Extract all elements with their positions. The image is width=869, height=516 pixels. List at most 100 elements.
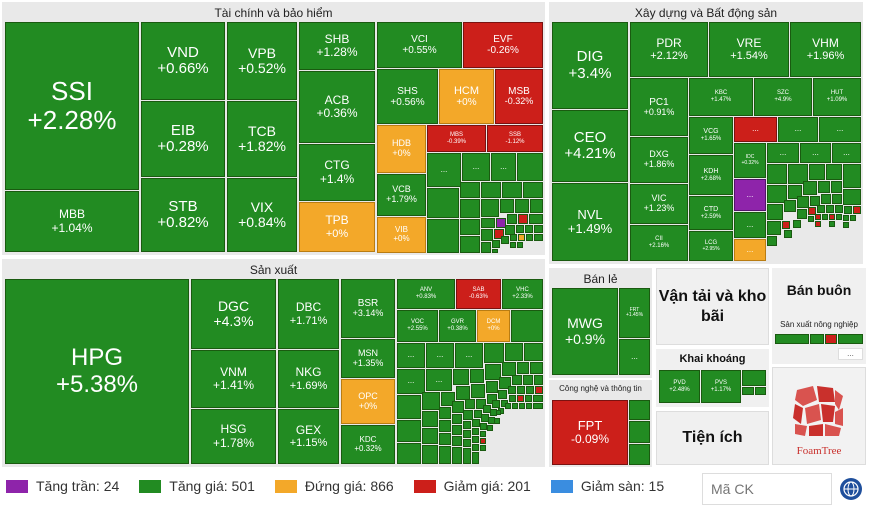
tile-wholesale-more[interactable]: ... [838,348,863,360]
mfg-small-tile[interactable] [480,438,486,444]
mfg-small-tile[interactable] [463,439,471,447]
re-small-tile[interactable] [810,196,820,206]
mfg-small-tile[interactable] [397,395,421,419]
mining-small-tile[interactable] [742,387,754,395]
wholesale-small-tile[interactable] [838,334,863,344]
mfg-small-tile[interactable] [512,375,522,385]
re-small-tile[interactable] [782,221,790,229]
tile-eib[interactable]: EIB +0.28% [141,101,225,177]
finance-small-tile[interactable] [517,153,543,181]
re-small-tile[interactable] [831,181,842,193]
tile-vnm[interactable]: VNM +1.41% [191,350,276,408]
tile-mfg-more-4[interactable]: ... [397,369,425,394]
finance-small-tile[interactable] [510,234,517,241]
mfg-small-tile[interactable] [525,395,532,402]
tile-hpg[interactable]: HPG +5.38% [5,279,189,464]
tile-acb[interactable]: ACB +0.36% [299,71,375,143]
re-small-tile[interactable] [829,221,835,227]
finance-small-tile[interactable] [481,218,495,228]
mfg-small-tile[interactable] [452,401,464,413]
mfg-small-tile[interactable] [533,395,543,402]
finance-small-tile[interactable] [460,236,480,253]
finance-small-tile[interactable] [518,234,525,241]
globe-icon[interactable] [840,478,862,500]
tile-frt[interactable]: FRT +1.45% [619,288,650,338]
legend-up[interactable]: Tăng giá: 501 [139,478,255,494]
tile-re-more-red[interactable]: ... [734,117,777,142]
mfg-small-tile[interactable] [509,395,516,402]
finance-small-tile[interactable] [523,182,543,198]
tile-pvd[interactable]: PVD +2.48% [659,370,700,403]
re-small-tile[interactable] [767,204,783,220]
finance-small-tile[interactable] [526,234,533,241]
mfg-small-tile[interactable] [526,403,532,409]
mfg-small-tile[interactable] [439,446,451,464]
re-small-tile[interactable] [821,194,831,204]
re-small-tile[interactable] [815,221,821,227]
tile-hcm[interactable]: HCM +0% [439,69,494,124]
mfg-small-tile[interactable] [484,343,504,363]
re-small-tile[interactable] [835,205,843,213]
re-small-tile[interactable] [788,185,802,199]
mfg-small-tile[interactable] [441,392,455,406]
mfg-small-tile[interactable] [463,430,471,438]
tile-idc[interactable]: IDC +0.32% [734,143,766,178]
tile-retail-more[interactable]: ... [619,339,650,375]
tile-mfg-more-2[interactable]: ... [426,343,454,368]
tile-vhm[interactable]: VHM +1.96% [790,22,861,77]
mfg-small-tile[interactable] [533,403,543,409]
re-small-tile[interactable] [843,164,861,188]
legend-floor[interactable]: Giảm sàn: 15 [550,478,664,494]
tile-gvr[interactable]: GVR +0.38% [439,310,476,342]
tile-pdr[interactable]: PDR +2.12% [630,22,708,77]
tile-mfg-more-1[interactable]: ... [397,343,425,368]
sector-transport[interactable]: Vận tải và kho bãi [656,268,769,345]
tile-pc1[interactable]: PC1 +0.91% [630,78,688,136]
tile-kbc[interactable]: KBC +1.47% [689,78,753,116]
mfg-small-tile[interactable] [472,452,479,464]
tech-small-tile[interactable] [629,421,650,443]
mfg-small-tile[interactable] [422,392,440,410]
stock-code-search-input[interactable] [702,473,832,505]
re-small-tile[interactable] [808,216,814,222]
mfg-small-tile[interactable] [487,425,493,431]
tile-mbs[interactable]: MBS -0.39% [427,125,486,152]
tile-re-more-ref[interactable]: ... [734,239,766,261]
finance-small-tile[interactable] [530,199,543,213]
tile-cii[interactable]: CII +2.16% [630,225,688,261]
mfg-small-tile[interactable] [452,425,462,435]
mfg-small-tile[interactable] [453,369,469,385]
tile-re-more-5[interactable]: ... [800,143,831,163]
mfg-small-tile[interactable] [452,447,462,464]
legend-down[interactable]: Giảm giá: 201 [413,478,531,494]
mfg-small-tile[interactable] [397,420,421,442]
mfg-small-tile[interactable] [494,418,500,424]
mfg-small-tile[interactable] [517,386,525,394]
tile-evf[interactable]: EVF -0.26% [463,22,543,68]
wholesale-small-tile[interactable] [825,334,837,344]
re-small-tile[interactable] [843,189,861,205]
mfg-small-tile[interactable] [463,410,473,420]
tile-msb[interactable]: MSB -0.32% [495,69,543,124]
mfg-small-tile[interactable] [534,375,543,385]
mfg-small-tile[interactable] [439,420,451,432]
finance-small-tile[interactable] [534,234,543,241]
tile-stb[interactable]: STB +0.82% [141,178,225,252]
mfg-small-tile[interactable] [492,400,500,408]
finance-small-tile[interactable] [529,214,543,224]
mfg-small-tile[interactable] [496,410,501,415]
mfg-small-tile[interactable] [523,375,533,385]
mfg-small-tile[interactable] [502,362,516,376]
finance-small-tile[interactable] [427,219,459,253]
mfg-small-tile[interactable] [439,407,451,419]
tile-mfg-more-5[interactable]: ... [426,369,452,391]
tile-vhc[interactable]: VHC +2.33% [502,279,543,309]
re-small-tile[interactable] [844,206,852,214]
tile-vcg[interactable]: VCG +1.65% [689,117,733,154]
re-small-tile[interactable] [767,221,781,235]
mfg-small-tile[interactable] [476,399,486,409]
re-small-tile[interactable] [767,236,777,246]
foamtree-logo[interactable]: FoamTree [772,367,866,465]
legend-ref[interactable]: Đứng giá: 866 [274,478,394,494]
tile-dig[interactable]: DIG +3.4% [552,22,628,109]
